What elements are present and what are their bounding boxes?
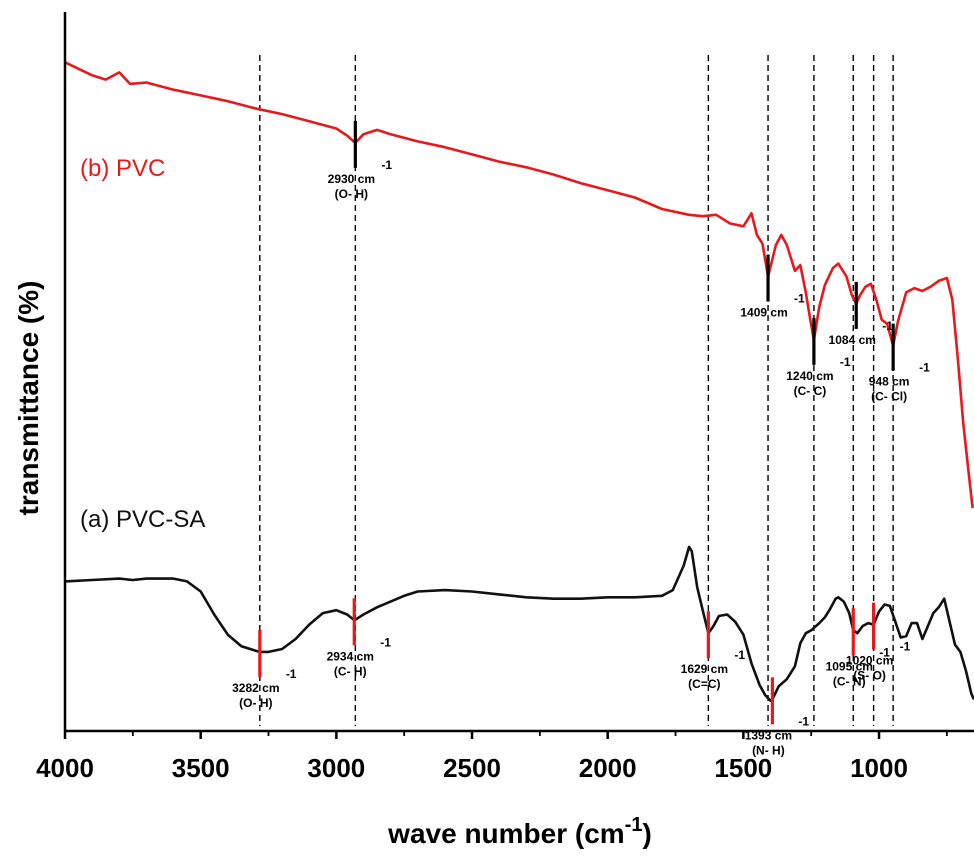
peak-label-1: 1409 cm bbox=[740, 306, 787, 320]
x-tick-label-0: 4000 bbox=[36, 753, 94, 783]
peak-label-sup-6: -1 bbox=[380, 635, 391, 649]
peak-label-sup-5: -1 bbox=[286, 667, 297, 681]
peak-assignment-6: (C- H) bbox=[334, 664, 367, 678]
x-tick-label-3: 2500 bbox=[443, 753, 501, 783]
x-tick-label-5: 1500 bbox=[714, 753, 772, 783]
series-label-pvc: (b) PVC bbox=[80, 155, 165, 182]
x-axis-title: wave number (cm-1) bbox=[387, 814, 652, 849]
peak-assignment-4: (C- Cl) bbox=[871, 390, 907, 404]
peak-label-7: 1629 cm bbox=[681, 662, 728, 676]
x-tick-label-6: 1000 bbox=[850, 753, 908, 783]
series-label-pvc-sa: (a) PVC-SA bbox=[80, 506, 205, 533]
peak-label-sup-9: -1 bbox=[879, 645, 890, 659]
peak-assignment-0: (O- H) bbox=[335, 187, 368, 201]
axes bbox=[63, 12, 974, 733]
peak-label-6: 2934 cm bbox=[327, 649, 374, 663]
x-tick-label-2: 3000 bbox=[307, 753, 365, 783]
peak-label-10: 1020 cm bbox=[846, 654, 893, 668]
series-layer bbox=[64, 61, 974, 703]
peak-label-sup-3: -1 bbox=[882, 319, 893, 333]
peak-assignment-8: (N- H) bbox=[752, 743, 785, 757]
peak-label-2: 1240 cm bbox=[786, 369, 833, 383]
peak-assignment-7: (C=C) bbox=[688, 677, 720, 691]
peak-label-sup-10: -1 bbox=[900, 640, 911, 654]
x-tick-label-1: 3500 bbox=[172, 753, 230, 783]
peak-assignment-5: (O- H) bbox=[239, 696, 272, 710]
peak-assignment-9: (C- N) bbox=[833, 674, 866, 688]
peak-label-sup-0: -1 bbox=[381, 158, 392, 172]
peak-label-3: 1084 cm bbox=[829, 333, 876, 347]
peak-label-sup-7: -1 bbox=[734, 648, 745, 662]
x-ticks: 4000 3500 3000 2500 2000 1500 1000 bbox=[36, 731, 948, 783]
peak-assignment-10: (S- O) bbox=[853, 669, 886, 683]
peak-label-sup-2: -1 bbox=[840, 355, 851, 369]
peak-label-sup-8: -1 bbox=[798, 714, 809, 728]
peak-assignment-2: (C- C) bbox=[794, 384, 827, 398]
peak-label-0: 2930 cm bbox=[328, 172, 375, 186]
peak-label-sup-1: -1 bbox=[794, 292, 805, 306]
peak-annotations: 2930 cm -1 (O- H) 1409 cm -1 1240 cm -1 (C- C) 1… bbox=[232, 158, 930, 758]
series-line-0 bbox=[64, 61, 974, 509]
series-line-1 bbox=[64, 545, 974, 703]
peak-markers bbox=[258, 120, 895, 725]
peak-label-4: 948 cm bbox=[869, 375, 910, 389]
x-tick-label-4: 2000 bbox=[579, 753, 637, 783]
peak-label-sup-4: -1 bbox=[919, 361, 930, 375]
peak-label-9: 1095 cm bbox=[826, 659, 873, 673]
peak-label-5: 3282 cm bbox=[232, 681, 279, 695]
y-axis-title: transmittance (%) bbox=[13, 281, 44, 516]
